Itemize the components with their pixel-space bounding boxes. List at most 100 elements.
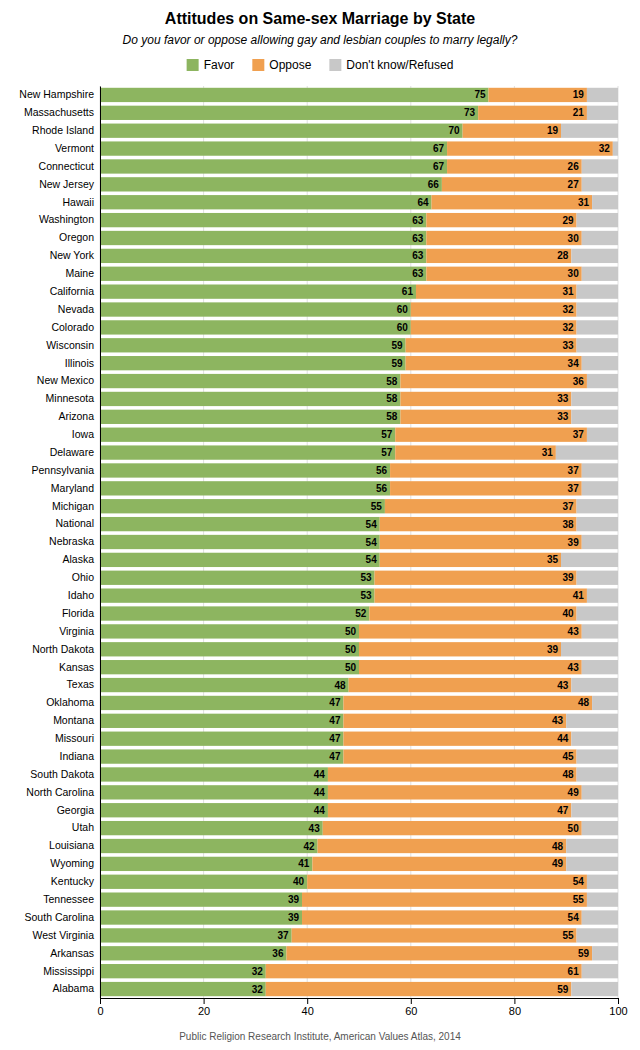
data-label: 36 [272,948,284,959]
bar [100,714,343,728]
data-label: 43 [568,662,580,673]
bar [577,928,618,942]
bar [587,892,618,906]
tick-label: Mississippi [43,965,94,977]
y-axis: New HampshireMassachusettsRhode IslandVe… [19,87,100,999]
bar [463,124,561,138]
data-label: 58 [386,376,398,387]
tick: Louisiana [49,839,100,851]
bar [343,732,571,746]
bar [100,267,426,281]
data-label: 39 [288,894,300,905]
data-label: 63 [412,268,424,279]
bar [100,571,375,585]
data-label: 48 [578,697,590,708]
bar [582,785,618,799]
data-label: 40 [562,608,574,619]
data-label: 35 [547,554,559,565]
grid [100,86,618,998]
data-label: 34 [568,358,580,369]
tick-label: 100 [609,1005,627,1017]
data-label: 53 [360,572,372,583]
tick-label: Vermont [55,142,94,154]
tick-label: Oregon [59,231,94,243]
tick-mark [618,998,619,1004]
tick-label: Alabama [53,982,95,994]
tick-label: Nebraska [49,535,94,547]
bar [100,428,395,442]
tick-label: Washington [39,213,94,225]
bar [100,910,302,924]
tick: North Dakota [32,643,100,655]
legend: FavorOpposeDon't know/Refused [187,58,454,72]
data-label: 52 [355,608,367,619]
data-label: 58 [386,393,398,404]
tick-label: Pennsylvania [32,464,95,476]
data-label: 27 [568,179,580,190]
bar [359,660,582,674]
bar [100,141,447,155]
tick-label: Wisconsin [46,339,94,351]
tick: 100 [609,998,627,1017]
tick: Wisconsin [46,339,100,351]
tick-label: Iowa [72,428,94,440]
bar [375,571,577,585]
data-label: 42 [303,841,315,852]
bar [571,392,618,406]
tick: Minnesota [46,392,100,404]
data-label: 39 [562,572,574,583]
tick-label: Missouri [55,732,94,744]
data-label: 40 [293,876,305,887]
tick: South Carolina [25,911,100,923]
bar [577,767,618,781]
data-label: 21 [573,107,585,118]
tick-mark [204,998,205,1004]
tick: 40 [302,998,314,1017]
data-label: 44 [314,769,326,780]
bar [400,410,571,424]
bar [426,213,576,227]
subtitle: Do you favor or oppose allowing gay and … [123,33,518,47]
bar [359,624,582,638]
bar [582,624,618,638]
data-label: 32 [599,143,611,154]
data-label: 31 [562,286,574,297]
data-label: 39 [568,537,580,548]
bar [566,857,618,871]
bar [375,588,587,602]
plot-area: 7573706767666463636363616060595958585857… [19,86,627,1017]
data-label: 47 [329,751,341,762]
bar [100,857,312,871]
data-label: 39 [288,912,300,923]
bar [426,249,571,263]
bar [571,982,618,996]
tick-label: Massachusetts [24,106,94,118]
tick-label: Michigan [52,500,94,512]
legend-item: Don't know/Refused [329,58,453,72]
tick: Hawaii [62,196,100,208]
bar [100,964,266,978]
tick-label: Louisiana [49,839,94,851]
tick: Alabama [53,982,100,994]
bar [100,946,286,960]
bars [100,88,618,996]
data-label: 29 [562,215,574,226]
data-label: 37 [562,501,574,512]
data-label: 47 [557,805,569,816]
data-label: 48 [335,680,347,691]
data-label: 54 [366,519,378,530]
bar [587,106,618,120]
bar [100,445,395,459]
bar [100,588,375,602]
tick: Arkansas [50,947,100,959]
series [556,88,618,996]
bar [566,714,618,728]
data-label: 60 [397,322,409,333]
tick-label: South Carolina [25,911,95,923]
bar [582,159,618,173]
tick: New York [50,249,100,261]
legend-label: Favor [204,58,235,72]
data-label: 47 [329,733,341,744]
bar [400,392,571,406]
tick: Illinois [65,357,100,369]
